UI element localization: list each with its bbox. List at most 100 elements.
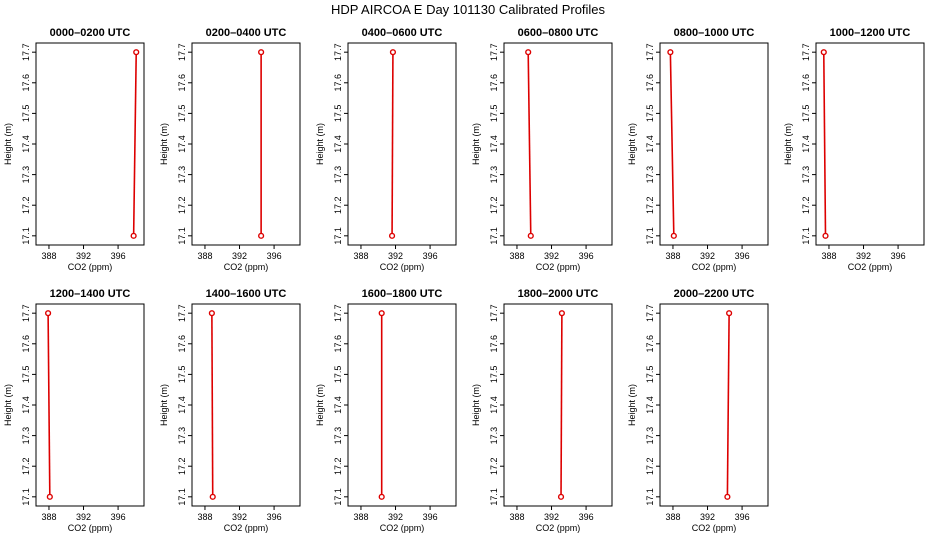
y-tick-label: 17.5 [801, 105, 811, 123]
y-tick-label: 17.3 [21, 166, 31, 184]
y-tick-label: 17.3 [489, 166, 499, 184]
y-tick-label: 17.2 [177, 457, 187, 475]
x-tick-label: 388 [353, 251, 368, 261]
y-tick-label: 17.1 [177, 488, 187, 506]
y-tick-label: 17.2 [333, 196, 343, 214]
y-tick-label: 17.7 [333, 43, 343, 61]
x-axis-label: CO2 (ppm) [380, 523, 425, 533]
y-tick-label: 17.7 [177, 43, 187, 61]
y-axis-label: Height (m) [471, 384, 481, 426]
panel-title: 1400–1600 UTC [206, 288, 287, 300]
y-tick-label: 17.2 [177, 196, 187, 214]
data-point [670, 232, 677, 239]
y-tick-label: 17.5 [645, 366, 655, 384]
y-tick-label: 17.6 [645, 335, 655, 353]
profile-line [391, 52, 394, 236]
y-tick-label: 17.2 [333, 457, 343, 475]
data-point [724, 493, 731, 500]
y-tick-label: 17.5 [21, 105, 31, 123]
data-point [388, 232, 396, 239]
y-tick-label: 17.3 [333, 166, 343, 184]
data-point [820, 49, 827, 56]
data-point [525, 49, 532, 56]
y-tick-label: 17.7 [21, 304, 31, 322]
x-axis-label: CO2 (ppm) [380, 262, 425, 272]
x-axis-label: CO2 (ppm) [848, 262, 893, 272]
y-tick-label: 17.3 [177, 427, 187, 445]
y-tick-label: 17.4 [645, 396, 655, 414]
plot-frame [659, 42, 769, 246]
panel-title: 0800–1000 UTC [674, 27, 755, 39]
y-tick-label: 17.4 [645, 135, 655, 153]
x-tick-label: 388 [665, 512, 680, 522]
panel-title: 0200–0400 UTC [206, 27, 287, 39]
x-tick-label: 392 [544, 512, 559, 522]
y-tick-label: 17.6 [177, 74, 187, 92]
profile-line [560, 313, 563, 497]
profile-line [132, 52, 138, 236]
y-axis-label: Height (m) [3, 123, 13, 165]
data-point [130, 232, 137, 239]
profile-line [47, 313, 51, 497]
panel-title: 2000–2200 UTC [674, 288, 755, 300]
y-tick-label: 17.5 [645, 105, 655, 123]
x-tick-label: 388 [41, 512, 56, 522]
x-tick-label: 396 [735, 512, 750, 522]
y-tick-label: 17.6 [645, 74, 655, 92]
data-point [667, 49, 674, 56]
y-tick-label: 17.7 [333, 304, 343, 322]
data-point [378, 310, 385, 317]
x-axis-label: CO2 (ppm) [536, 523, 581, 533]
data-point [46, 493, 53, 500]
y-tick-label: 17.4 [489, 396, 499, 414]
y-tick-label: 17.3 [645, 166, 655, 184]
y-axis-label: Height (m) [315, 123, 325, 165]
y-tick-label: 17.5 [489, 105, 499, 123]
panel-title: 1800–2000 UTC [518, 288, 599, 300]
panel-title: 0600–0800 UTC [518, 27, 599, 39]
y-tick-label: 17.7 [489, 43, 499, 61]
x-tick-label: 392 [388, 251, 403, 261]
x-axis-label: CO2 (ppm) [224, 523, 269, 533]
y-tick-label: 17.3 [801, 166, 811, 184]
plot-frame [815, 42, 925, 246]
plot-frame [659, 303, 769, 507]
y-axis-label: Height (m) [783, 123, 793, 165]
data-point [558, 310, 565, 317]
x-tick-label: 396 [111, 251, 126, 261]
data-point [557, 493, 565, 500]
y-tick-label: 17.2 [21, 457, 31, 475]
y-tick-label: 17.6 [21, 74, 31, 92]
page-title: HDP AIRCOA E Day 101130 Calibrated Profi… [330, 2, 606, 17]
y-tick-label: 17.2 [645, 196, 655, 214]
data-point [822, 232, 829, 239]
plot-frame [347, 42, 457, 246]
plot-frame [35, 42, 145, 246]
y-axis-label: Height (m) [627, 384, 637, 426]
panel-title: 0400–0600 UTC [362, 27, 443, 39]
plot-frame [347, 303, 457, 507]
y-axis-label: Height (m) [627, 123, 637, 165]
data-point [208, 310, 215, 317]
data-point [209, 493, 216, 500]
y-axis-label: Height (m) [3, 384, 13, 426]
y-tick-label: 17.3 [645, 427, 655, 445]
profile-line [527, 52, 532, 236]
x-tick-label: 396 [579, 512, 594, 522]
panel-title: 1200–1400 UTC [50, 288, 131, 300]
data-point [258, 232, 265, 239]
x-tick-label: 392 [544, 251, 559, 261]
x-tick-label: 388 [197, 251, 212, 261]
x-tick-label: 396 [735, 251, 750, 261]
y-tick-label: 17.2 [21, 196, 31, 214]
x-axis-label: CO2 (ppm) [224, 262, 269, 272]
y-tick-label: 17.1 [21, 488, 31, 506]
